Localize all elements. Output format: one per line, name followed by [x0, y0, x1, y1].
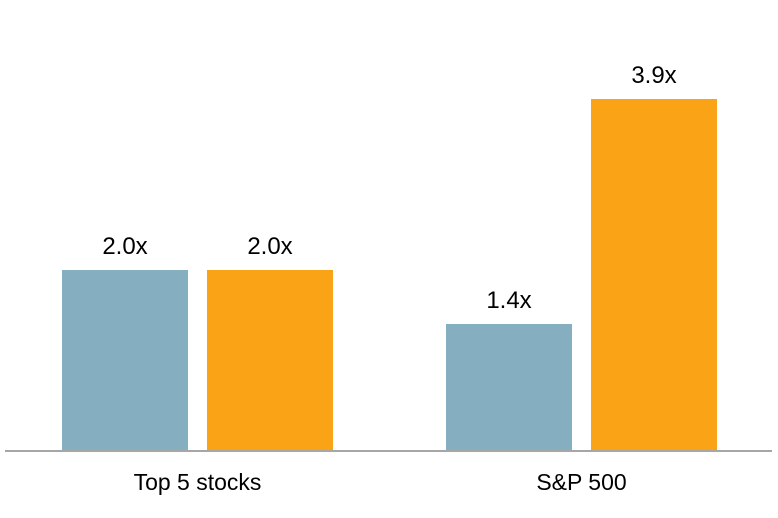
data-label-blue-series-top-5-stocks: 2.0x — [102, 233, 148, 260]
bar-column-orange-series-s-p-500: 3.9x — [591, 62, 717, 450]
bar-orange-series-s-p-500 — [591, 99, 717, 450]
bar-column-orange-series-top-5-stocks: 2.0x — [207, 233, 333, 450]
x-axis-line — [5, 450, 772, 452]
category-label-s-p-500: S&P 500 — [536, 469, 627, 495]
data-label-orange-series-top-5-stocks: 2.0x — [247, 233, 293, 260]
bar-blue-series-top-5-stocks — [62, 270, 188, 450]
bar-group-top-5-stocks: 2.0x 2.0x — [62, 233, 333, 450]
data-label-blue-series-s-p-500: 1.4x — [486, 287, 532, 314]
bar-blue-series-s-p-500 — [446, 324, 572, 450]
data-label-orange-series-s-p-500: 3.9x — [631, 62, 677, 89]
bar-column-blue-series-s-p-500: 1.4x — [446, 287, 572, 450]
bar-column-blue-series-top-5-stocks: 2.0x — [62, 233, 188, 450]
category-axis-labels: Top 5 stocks S&P 500 — [0, 452, 778, 496]
category-label-top-5-stocks: Top 5 stocks — [133, 469, 262, 495]
bar-orange-series-top-5-stocks — [207, 270, 333, 450]
bar-group-s-p-500: 1.4x 3.9x — [446, 62, 717, 450]
plot-area: 2.0x 2.0x 1.4x 3.9x — [62, 62, 717, 450]
